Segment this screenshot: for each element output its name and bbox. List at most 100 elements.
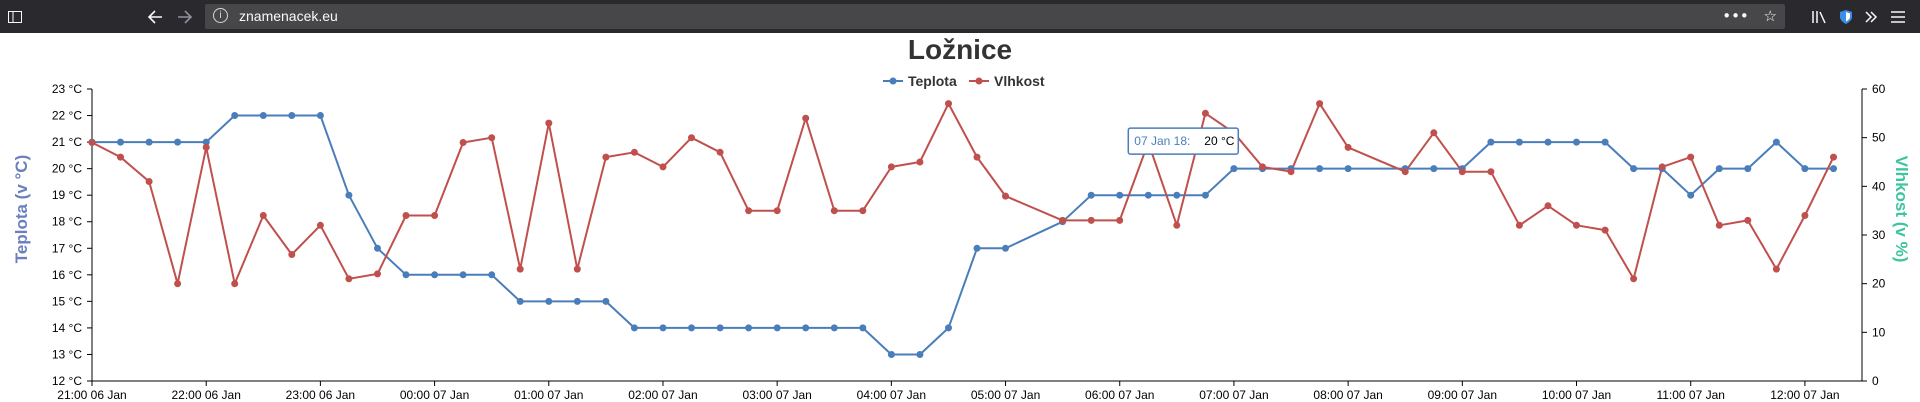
data-point-vlhkost <box>1059 217 1066 224</box>
x-tick-label: 03:00 07 Jan <box>742 388 811 402</box>
data-point-teplota <box>1345 165 1352 172</box>
more-dots-icon[interactable]: ••• <box>1722 7 1749 25</box>
data-point-vlhkost <box>1487 168 1494 175</box>
y-left-tick-label: 15 °C <box>52 294 82 308</box>
data-point-vlhkost <box>631 149 638 156</box>
axes <box>92 89 1862 381</box>
data-point-vlhkost <box>1088 217 1095 224</box>
data-point-vlhkost <box>288 251 295 258</box>
y-left-tick-label: 20 °C <box>52 162 82 176</box>
legend-item-vlhkost[interactable]: Vlhkost <box>969 73 1045 89</box>
data-point-vlhkost <box>1116 217 1123 224</box>
info-icon[interactable]: i <box>213 8 228 23</box>
data-point-vlhkost <box>745 207 752 214</box>
data-point-teplota <box>1687 192 1694 199</box>
data-point-vlhkost <box>1630 275 1637 282</box>
data-point-teplota <box>1230 165 1237 172</box>
y-right-tick-label: 0 <box>1872 374 1879 388</box>
data-point-teplota <box>1716 165 1723 172</box>
x-tick-label: 23:00 06 Jan <box>286 388 355 402</box>
data-point-teplota <box>517 298 524 305</box>
data-point-teplota <box>945 324 952 331</box>
data-point-vlhkost <box>717 149 724 156</box>
data-point-vlhkost <box>1259 163 1266 170</box>
tooltip-value: 20 °C <box>1204 134 1234 148</box>
data-point-vlhkost <box>1659 163 1666 170</box>
data-point-teplota <box>1773 139 1780 146</box>
legend: Teplota Vlhkost <box>883 73 1045 89</box>
star-icon[interactable]: ☆ <box>1764 7 1777 25</box>
data-point-vlhkost <box>1716 222 1723 229</box>
data-point-teplota <box>802 324 809 331</box>
data-point-vlhkost <box>660 163 667 170</box>
data-point-teplota <box>831 324 838 331</box>
data-point-teplota <box>888 351 895 358</box>
y-right-tick-label: 40 <box>1872 179 1886 193</box>
data-point-vlhkost <box>231 280 238 287</box>
sidebar-icon[interactable] <box>4 0 26 33</box>
data-point-vlhkost <box>574 266 581 273</box>
data-point-vlhkost <box>1602 227 1609 234</box>
x-tick-label: 00:00 07 Jan <box>400 388 469 402</box>
data-point-vlhkost <box>802 115 809 122</box>
y-left-tick-label: 12 °C <box>52 374 82 388</box>
forward-arrow-icon[interactable] <box>174 0 196 33</box>
data-point-vlhkost <box>1402 168 1409 175</box>
url-bar[interactable]: i znamenacek.eu ••• ☆ <box>205 4 1785 29</box>
x-tick-label: 04:00 07 Jan <box>857 388 926 402</box>
data-point-vlhkost <box>374 270 381 277</box>
data-point-vlhkost <box>1002 193 1009 200</box>
y-left-tick-label: 14 °C <box>52 321 82 335</box>
y-left-tick-label: 19 °C <box>52 188 82 202</box>
data-point-teplota <box>1145 192 1152 199</box>
data-point-vlhkost <box>1288 168 1295 175</box>
data-point-teplota <box>688 324 695 331</box>
hamburger-menu-icon[interactable] <box>1886 0 1910 33</box>
data-point-vlhkost <box>1459 168 1466 175</box>
data-point-teplota <box>1744 165 1751 172</box>
data-point-vlhkost <box>488 134 495 141</box>
data-point-vlhkost <box>317 222 324 229</box>
chart-title: Ložnice <box>908 34 1012 65</box>
data-point-vlhkost <box>602 154 609 161</box>
data-point-teplota <box>1830 165 1837 172</box>
overflow-chevrons-icon[interactable] <box>1860 0 1882 33</box>
x-tick-label: 22:00 06 Jan <box>171 388 240 402</box>
data-point-teplota <box>1487 139 1494 146</box>
data-point-vlhkost <box>774 207 781 214</box>
data-point-teplota <box>260 112 267 119</box>
shield-icon[interactable] <box>1835 0 1857 33</box>
x-tick-label: 11:00 07 Jan <box>1656 388 1725 402</box>
data-point-teplota <box>1116 192 1123 199</box>
data-point-vlhkost <box>545 120 552 127</box>
x-tick-label: 06:00 07 Jan <box>1085 388 1154 402</box>
x-tick-label: 12:00 07 Jan <box>1770 388 1839 402</box>
data-point-vlhkost <box>203 144 210 151</box>
data-point-vlhkost <box>460 139 467 146</box>
data-point-teplota <box>317 112 324 119</box>
data-point-vlhkost <box>1744 217 1751 224</box>
y-axis-left-label: Teplota (v °C) <box>12 155 31 263</box>
data-point-vlhkost <box>1573 222 1580 229</box>
data-point-vlhkost <box>117 154 124 161</box>
y-left-tick-label: 16 °C <box>52 268 82 282</box>
y-right-tick-label: 60 <box>1872 82 1886 96</box>
back-arrow-icon[interactable] <box>144 0 166 33</box>
x-axis-ticks: 21:00 06 Jan 22:00 06 Jan 23:00 06 Jan 00:0… <box>57 381 1839 402</box>
y-left-tick-label: 22 °C <box>52 109 82 123</box>
data-point-teplota <box>1516 139 1523 146</box>
legend-item-teplota[interactable]: Teplota <box>883 73 957 89</box>
data-point-teplota <box>545 298 552 305</box>
data-point-teplota <box>1430 165 1437 172</box>
y-left-tick-label: 21 °C <box>52 135 82 149</box>
url-text[interactable]: znamenacek.eu <box>239 4 338 29</box>
url-actions: ••• ☆ <box>1712 4 1777 29</box>
y-right-tick-label: 50 <box>1872 131 1886 145</box>
library-icon[interactable] <box>1808 0 1830 33</box>
x-tick-label: 01:00 07 Jan <box>514 388 583 402</box>
data-point-teplota <box>1202 192 1209 199</box>
data-point-teplota <box>1630 165 1637 172</box>
data-point-teplota <box>403 271 410 278</box>
x-tick-label: 08:00 07 Jan <box>1313 388 1382 402</box>
y-right-tick-label: 10 <box>1872 325 1886 339</box>
